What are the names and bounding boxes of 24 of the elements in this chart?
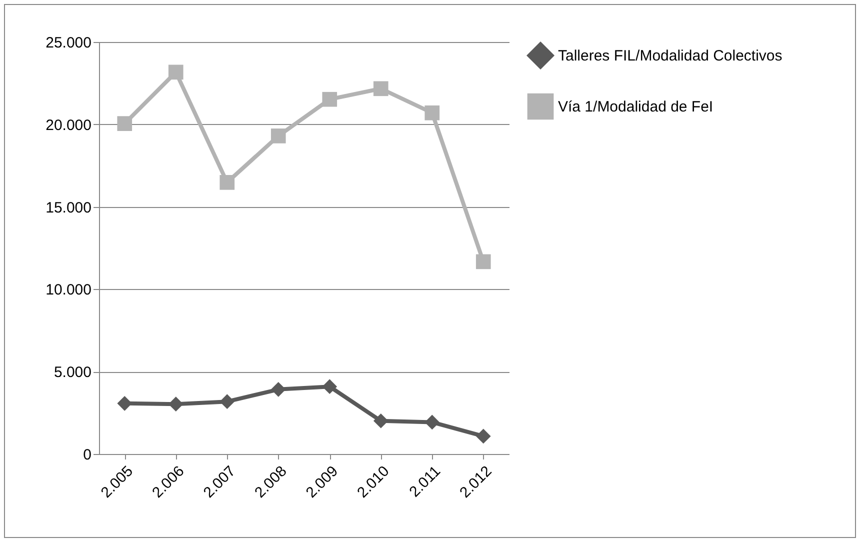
- point: [373, 81, 388, 96]
- point: [168, 396, 184, 412]
- point: [270, 128, 286, 144]
- y-tick-label: 5.000: [54, 364, 92, 382]
- y-tick-label: 0: [83, 446, 92, 464]
- point: [476, 428, 491, 444]
- legend-label: Talleres FIL/Modalidad Colectivos: [558, 48, 782, 64]
- legend-label: Vía 1/Modalidad de FeI: [558, 98, 714, 116]
- point: [168, 64, 184, 80]
- y-tick-label: 25.000: [46, 34, 92, 52]
- point: [424, 414, 440, 430]
- point: [322, 92, 338, 107]
- point: [220, 394, 235, 410]
- point: [373, 413, 388, 428]
- point: [270, 382, 286, 397]
- point: [424, 105, 440, 120]
- point: [476, 254, 491, 270]
- y-tick-label: 15.000: [46, 199, 92, 216]
- point: [117, 116, 132, 131]
- point: [117, 396, 132, 411]
- point: [220, 174, 235, 190]
- point: [322, 379, 338, 394]
- y-tick-label: 10.000: [46, 282, 92, 299]
- y-tick-label: 20.000: [46, 116, 92, 134]
